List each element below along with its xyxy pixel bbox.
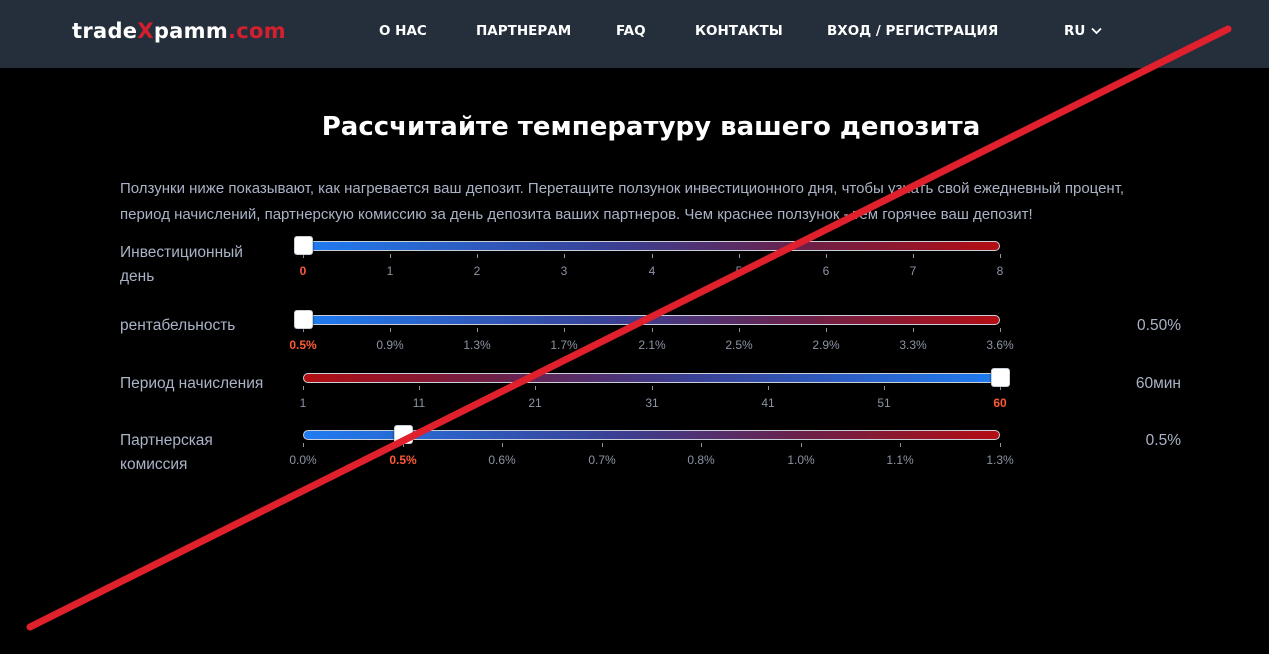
slider-tick-label: 60 xyxy=(993,396,1007,410)
slider-tick xyxy=(900,443,901,447)
slider-label: Период начисления xyxy=(120,375,264,392)
slider-thumb[interactable] xyxy=(394,425,413,444)
chevron-down-icon xyxy=(1091,27,1102,35)
slider-label: рентабельность xyxy=(120,317,236,334)
slider-tick-label: 0.5% xyxy=(389,453,417,467)
slider-tick xyxy=(419,386,420,390)
slider-label: Инвестиционный день xyxy=(120,244,243,285)
slider-tick-label: 0.5% xyxy=(289,338,317,352)
slider-tick-label: 1.7% xyxy=(550,338,578,352)
page-title: Рассчитайте температуру вашего депозита xyxy=(321,112,981,142)
intro-text: Ползунки ниже показывают, как нагреваетс… xyxy=(120,180,1125,223)
slider-value: 0.50% xyxy=(1137,317,1181,334)
slider-track[interactable] xyxy=(303,373,1000,383)
slider-tick-label: 41 xyxy=(761,396,775,410)
slider-tick xyxy=(502,443,503,447)
slider-tick xyxy=(652,328,653,332)
nav-login-register[interactable]: ВХОД / РЕГИСТРАЦИЯ xyxy=(827,23,999,39)
slider-tick-label: 2.5% xyxy=(725,338,753,352)
slider-thumb[interactable] xyxy=(294,310,313,329)
slider-tick xyxy=(1000,443,1001,447)
slider-tick xyxy=(477,328,478,332)
slider-tick xyxy=(913,254,914,258)
slider-tick-label: 8 xyxy=(996,264,1004,278)
logo-part-pamm: pamm xyxy=(153,19,229,43)
slider-tick-label: 2 xyxy=(473,264,481,278)
slider-tick xyxy=(1000,254,1001,258)
slider-tick-label: 0.8% xyxy=(687,453,715,467)
site-header: tradeXpamm.com О НАС ПАРТНЕРАМ FAQ КОНТА… xyxy=(0,0,1269,68)
slider-tick xyxy=(602,443,603,447)
slider-thumb[interactable] xyxy=(294,236,313,255)
language-label: RU xyxy=(1064,23,1086,39)
slider-track[interactable] xyxy=(303,315,1000,325)
slider-tick-label: 51 xyxy=(877,396,891,410)
slider-tick-label: 1.3% xyxy=(463,338,491,352)
slider-thumb[interactable] xyxy=(991,368,1010,387)
slider-tick-label: 1.3% xyxy=(986,453,1014,467)
slider-tick xyxy=(768,386,769,390)
slider-tick xyxy=(564,328,565,332)
slider-tick xyxy=(390,254,391,258)
nav-faq[interactable]: FAQ xyxy=(616,23,646,39)
slider-tick-label: 0 xyxy=(299,264,307,278)
slider-tick-label: 6 xyxy=(822,264,830,278)
slider-tick-label: 4 xyxy=(648,264,656,278)
logo-part-trade: trade xyxy=(72,19,138,43)
nav-about[interactable]: О НАС xyxy=(379,23,427,39)
slider-tick-label: 1 xyxy=(299,396,307,410)
slider-tick-label: 3.6% xyxy=(986,338,1014,352)
logo-part-x: X xyxy=(137,19,154,43)
slider-tick xyxy=(826,328,827,332)
slider-tick xyxy=(390,328,391,332)
slider-tick xyxy=(303,443,304,447)
slider-tick-label: 0.9% xyxy=(376,338,404,352)
slider-tick xyxy=(884,386,885,390)
slider-label: Партнерская комиссия xyxy=(120,432,213,473)
slider-tick-label: 3 xyxy=(560,264,568,278)
logo-part-com: .com xyxy=(228,19,286,43)
slider-tick-label: 0.0% xyxy=(289,453,317,467)
slider-tick xyxy=(801,443,802,447)
slider-tick xyxy=(739,328,740,332)
slider-tick-label: 0.6% xyxy=(488,453,516,467)
slider-tick xyxy=(739,254,740,258)
slider-track[interactable] xyxy=(303,241,1000,251)
slider-tick-label: 31 xyxy=(645,396,659,410)
slider-tick xyxy=(303,386,304,390)
slider-value: 0.5% xyxy=(1145,432,1181,449)
slider-value: 60мин xyxy=(1135,375,1181,392)
nav-partners[interactable]: ПАРТНЕРАМ xyxy=(476,23,572,39)
slider-tick-label: 5 xyxy=(735,264,743,278)
slider-tick xyxy=(913,328,914,332)
slider-tick xyxy=(1000,328,1001,332)
slider-tick xyxy=(564,254,565,258)
site-logo[interactable]: tradeXpamm.com xyxy=(72,19,286,43)
slider-tick-label: 1.0% xyxy=(787,453,815,467)
slider-tick xyxy=(652,254,653,258)
nav-contacts[interactable]: КОНТАКТЫ xyxy=(695,23,783,39)
slider-tick-label: 1.1% xyxy=(886,453,914,467)
slider-tick xyxy=(535,386,536,390)
slider-tick xyxy=(477,254,478,258)
language-selector[interactable]: RU xyxy=(1064,23,1102,39)
slider-tick xyxy=(652,386,653,390)
slider-tick-label: 1 xyxy=(386,264,394,278)
slider-tick-label: 7 xyxy=(909,264,917,278)
slider-tick xyxy=(701,443,702,447)
slider-tick xyxy=(826,254,827,258)
slider-tick-label: 3.3% xyxy=(899,338,927,352)
slider-tick-label: 0.7% xyxy=(588,453,616,467)
slider-tick-label: 2.1% xyxy=(638,338,666,352)
slider-tick-label: 2.9% xyxy=(812,338,840,352)
slider-tick-label: 11 xyxy=(412,396,426,410)
slider-tick-label: 21 xyxy=(528,396,542,410)
